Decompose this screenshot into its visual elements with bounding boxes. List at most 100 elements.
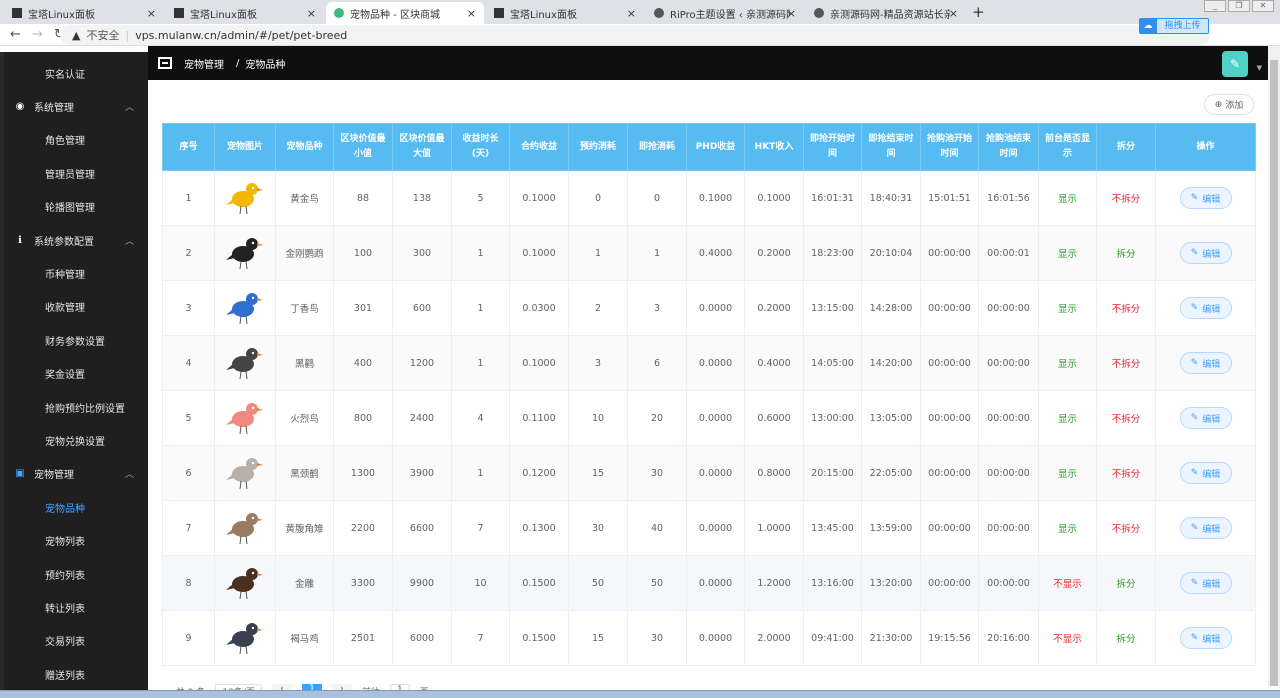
cell-gs: 09:41:00 (803, 610, 862, 666)
cell-hkt: 0.8000 (744, 445, 804, 501)
pet-image-cell (214, 610, 276, 666)
edit-button[interactable]: ✎ 编辑 (1179, 627, 1232, 649)
info-icon: ℹ (18, 234, 22, 246)
cell-split: 不拆分 (1096, 170, 1156, 226)
sidebar-item[interactable]: 抢购预约比例设置 (4, 392, 148, 422)
sidebar-item[interactable]: 角色管理 (4, 125, 148, 155)
chevron-up-icon[interactable]: ︿ (124, 102, 134, 113)
cell-gs: 14:05:00 (803, 335, 862, 391)
cell-reserve: 1 (568, 225, 628, 281)
upload-widget[interactable]: ☁ 拖拽上传 (1139, 18, 1209, 34)
cell-pe: 00:00:00 (978, 445, 1039, 501)
edit-button[interactable]: ✎ 编辑 (1179, 297, 1232, 319)
sidebar-item[interactable]: 财务参数设置 (4, 325, 148, 355)
sidebar: 实名认证 ◉ 系统管理 ︿ 角色管理 管理员管理 轮播图管理 ℹ 系统参数配置 ︿ 币种管理 收款管理… (0, 52, 148, 698)
avatar[interactable]: ✎ (1222, 51, 1248, 77)
cell-days: 5 (451, 170, 510, 226)
close-tab-icon[interactable]: × (626, 6, 636, 20)
restore-button[interactable]: ❐ (1228, 0, 1250, 12)
column-header: 抢购池结束时间 (978, 123, 1039, 171)
table-row: 8 金雕 3300 9900 10 0.1500 50 50 0.0000 1.2000 13:16… (162, 555, 1256, 611)
browser-tab[interactable]: 亲测源码网-精品资源站长亲测× (806, 2, 966, 24)
sidebar-item[interactable]: 宠物品种 (4, 492, 148, 522)
sidebar-item[interactable]: ▣ 宠物管理 ︿ (4, 459, 148, 489)
breadcrumb-item[interactable]: 宠物管理 (184, 59, 224, 71)
cell-grab: 30 (627, 610, 687, 666)
edit-button[interactable]: ✎ 编辑 (1179, 462, 1232, 484)
browser-tab[interactable]: 宝塔Linux面板 × (4, 2, 164, 24)
sidebar-item[interactable]: 交易列表 (4, 626, 148, 656)
browser-tab[interactable]: 宝塔Linux面板 × (166, 2, 324, 24)
sidebar-item-label: 收款管理 (45, 303, 85, 315)
add-button[interactable]: ⊕ 添加 (1204, 94, 1254, 115)
sidebar-item[interactable]: 宠物列表 (4, 526, 148, 556)
close-tab-icon[interactable]: × (466, 6, 476, 20)
close-window-button[interactable]: ✕ (1252, 0, 1274, 12)
table-row: 5 火烈鸟 800 2400 4 0.1100 10 20 0.0000 0.6000 13:00:… (162, 390, 1256, 446)
close-tab-icon[interactable]: × (146, 6, 156, 20)
chevron-up-icon[interactable]: ︿ (124, 470, 134, 481)
browser-tab[interactable]: 宝塔Linux面板 × (486, 2, 644, 24)
cell-days: 7 (451, 610, 510, 666)
sidebar-item-label: 系统管理 (34, 102, 74, 114)
cell-split: 不拆分 (1096, 445, 1156, 501)
breadcrumb-current: 宠物品种 (245, 59, 286, 71)
edit-label: 编辑 (1202, 249, 1221, 260)
reload-icon[interactable]: ↻ (54, 27, 65, 42)
chevron-up-icon[interactable]: ︿ (124, 236, 134, 247)
sidebar-item[interactable]: 管理员管理 (4, 158, 148, 188)
cell-phd: 0.0000 (686, 390, 745, 446)
cell-ps: 00:00:00 (920, 335, 979, 391)
cell-min: 88 (333, 170, 393, 226)
page-scrollbar[interactable] (1268, 46, 1280, 686)
cell-show: 显示 (1038, 335, 1097, 391)
edit-button[interactable]: ✎ 编辑 (1179, 242, 1232, 264)
sidebar-item[interactable]: ℹ 系统参数配置 ︿ (4, 225, 148, 255)
cell-min: 2200 (333, 500, 393, 556)
edit-label: 编辑 (1202, 469, 1221, 480)
cell-name: 金雕 (275, 555, 334, 611)
sidebar-item[interactable]: 轮播图管理 (4, 192, 148, 222)
sidebar-item[interactable]: 实名认证 (4, 58, 148, 88)
edit-button[interactable]: ✎ 编辑 (1179, 352, 1232, 374)
menu-toggle-icon[interactable] (158, 57, 172, 69)
pet-bird-image (226, 567, 263, 599)
cell-show: 显示 (1038, 445, 1097, 501)
close-tab-icon[interactable]: × (948, 6, 958, 20)
close-tab-icon[interactable]: × (306, 6, 316, 20)
caret-down-icon[interactable]: ▼ (1256, 64, 1262, 72)
sidebar-item[interactable]: 收款管理 (4, 292, 148, 322)
browser-tab[interactable]: RiPro主题设置 ‹ 亲测源码网 — W× (646, 2, 804, 24)
edit-button[interactable]: ✎ 编辑 (1179, 187, 1232, 209)
sidebar-item[interactable]: 奖金设置 (4, 359, 148, 389)
cell-days: 10 (451, 555, 510, 611)
sidebar-item-label: 奖金设置 (45, 370, 85, 382)
cell-ge: 14:20:00 (861, 335, 921, 391)
sidebar-item[interactable]: ◉ 系统管理 ︿ (4, 91, 148, 121)
sidebar-item[interactable]: 赠送列表 (4, 659, 148, 689)
sidebar-item[interactable]: 预约列表 (4, 559, 148, 589)
edit-button[interactable]: ✎ 编辑 (1179, 517, 1232, 539)
cell-id: 3 (162, 280, 215, 336)
browser-tab[interactable]: 宠物品种 - 区块商城 × (326, 2, 484, 24)
sidebar-item[interactable]: 转让列表 (4, 592, 148, 622)
tab-title: 宝塔Linux面板 (28, 9, 95, 21)
cell-split: 不拆分 (1096, 500, 1156, 556)
cell-max: 138 (392, 170, 452, 226)
cell-show: 显示 (1038, 500, 1097, 556)
url-input[interactable]: ▲ 不安全 | vps.mulanw.cn/admin/#/pet/pet-br… (60, 25, 1210, 45)
edit-button[interactable]: ✎ 编辑 (1179, 572, 1232, 594)
pet-image-cell (214, 390, 276, 446)
sidebar-item[interactable]: 宠物兑换设置 (4, 425, 148, 455)
edit-button[interactable]: ✎ 编辑 (1179, 407, 1232, 429)
minimize-button[interactable]: _ (1204, 0, 1226, 12)
cell-max: 6600 (392, 500, 452, 556)
back-icon[interactable]: ← (10, 27, 21, 42)
forward-icon[interactable]: → (32, 27, 43, 42)
new-tab-button[interactable]: + (972, 3, 985, 21)
sidebar-item[interactable]: 币种管理 (4, 258, 148, 288)
sidebar-item-label: 预约列表 (45, 570, 85, 582)
cell-grab: 40 (627, 500, 687, 556)
cell-split: 不拆分 (1096, 335, 1156, 391)
close-tab-icon[interactable]: × (786, 6, 796, 20)
